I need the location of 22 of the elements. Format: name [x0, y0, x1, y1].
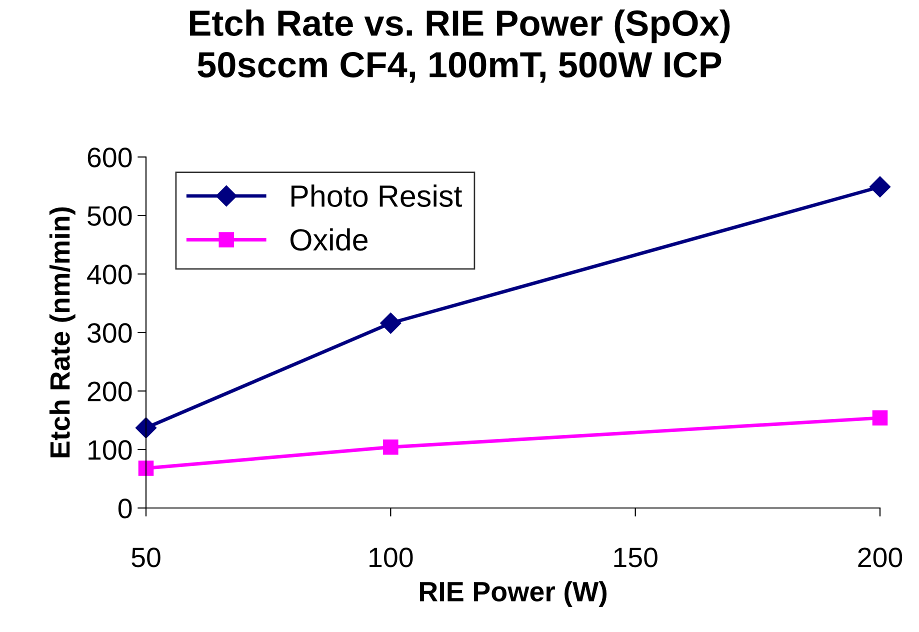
- x-tick-label: 50: [132, 548, 160, 568]
- y-tick-label: 0: [118, 498, 132, 518]
- chart-title: Etch Rate vs. RIE Power (SpOx) 50sccm CF4, 100mT, 500W ICP: [190, 9, 730, 83]
- point: [138, 460, 154, 476]
- y-tick-label: 400: [87, 264, 132, 284]
- point: [872, 410, 888, 426]
- y-tick-label: 500: [88, 206, 132, 226]
- legend-label: Oxide: [290, 228, 368, 251]
- x-tick-label: 200: [858, 548, 902, 568]
- x-tick-label: 150: [614, 548, 658, 568]
- x-axis-title: RIE Power (W): [420, 581, 607, 608]
- point: [380, 312, 402, 334]
- y-axis-title: Etch Rate (nm/min): [49, 207, 76, 458]
- y-tick-label: 100: [88, 440, 132, 460]
- y-tick-label: 300: [88, 323, 132, 343]
- y-tick-label: 600: [88, 148, 132, 168]
- x-tick-label: 100: [370, 548, 413, 568]
- point: [869, 176, 891, 198]
- y-tick-label: 200: [88, 382, 132, 402]
- legend-label: Photo Resist: [292, 184, 462, 207]
- point: [383, 440, 398, 455]
- point: [135, 417, 157, 438]
